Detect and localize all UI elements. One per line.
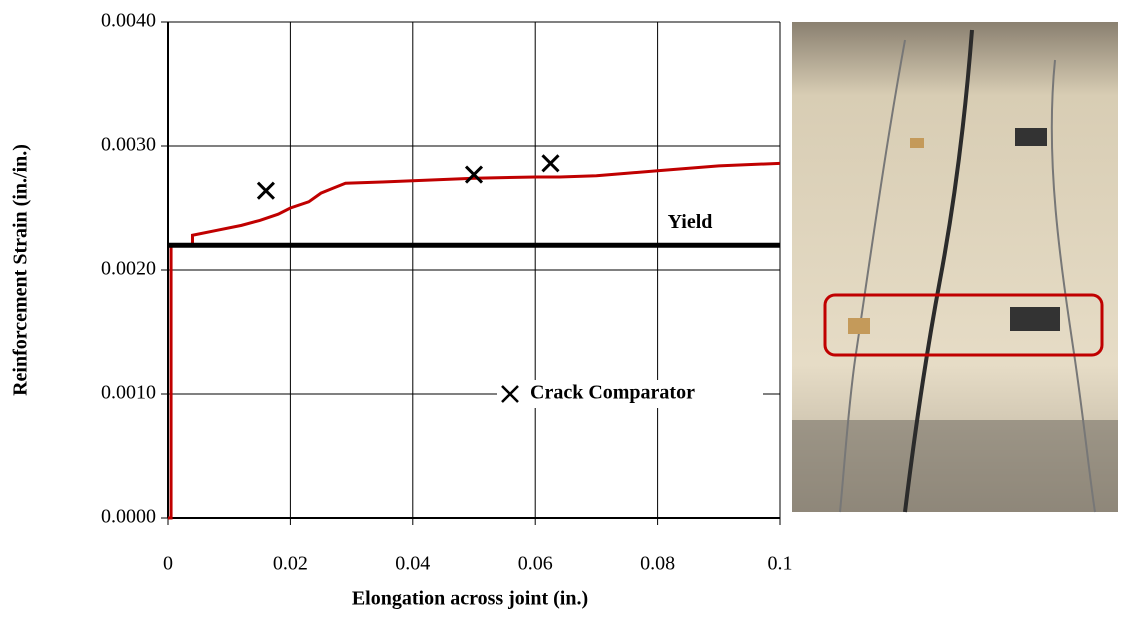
y-tick-label: 0.0040	[101, 10, 156, 32]
page: {"chart_data": { "type": "line", "x_labe…	[0, 0, 1125, 620]
crack-comparator-marker	[543, 155, 559, 171]
x-tick-label: 0.02	[273, 553, 308, 575]
gauge	[1015, 128, 1047, 146]
x-tick-label: 0.08	[640, 553, 675, 575]
gauge	[1010, 307, 1060, 331]
y-tick-label: 0.0000	[101, 506, 156, 528]
y-tick-label: 0.0030	[101, 134, 156, 156]
x-axis-title: Elongation across joint (in.)	[352, 588, 588, 610]
x-tick-label: 0.1	[768, 553, 793, 575]
legend-label: Crack Comparator	[530, 382, 695, 404]
block	[848, 318, 870, 334]
y-tick-label: 0.0010	[101, 382, 156, 404]
photo	[792, 22, 1118, 512]
block	[910, 138, 924, 148]
yield-label: Yield	[668, 211, 713, 233]
x-tick-label: 0	[163, 553, 173, 575]
x-tick-label: 0.04	[395, 553, 430, 575]
y-tick-label: 0.0020	[101, 258, 156, 280]
x-tick-label: 0.06	[518, 553, 553, 575]
crack-comparator-marker	[258, 183, 274, 199]
chart: Elongation across joint (in.) Reinforcem…	[0, 0, 1125, 615]
crack-comparator-marker	[466, 167, 482, 183]
y-axis-title: Reinforcement Strain (in./in.)	[10, 144, 32, 396]
